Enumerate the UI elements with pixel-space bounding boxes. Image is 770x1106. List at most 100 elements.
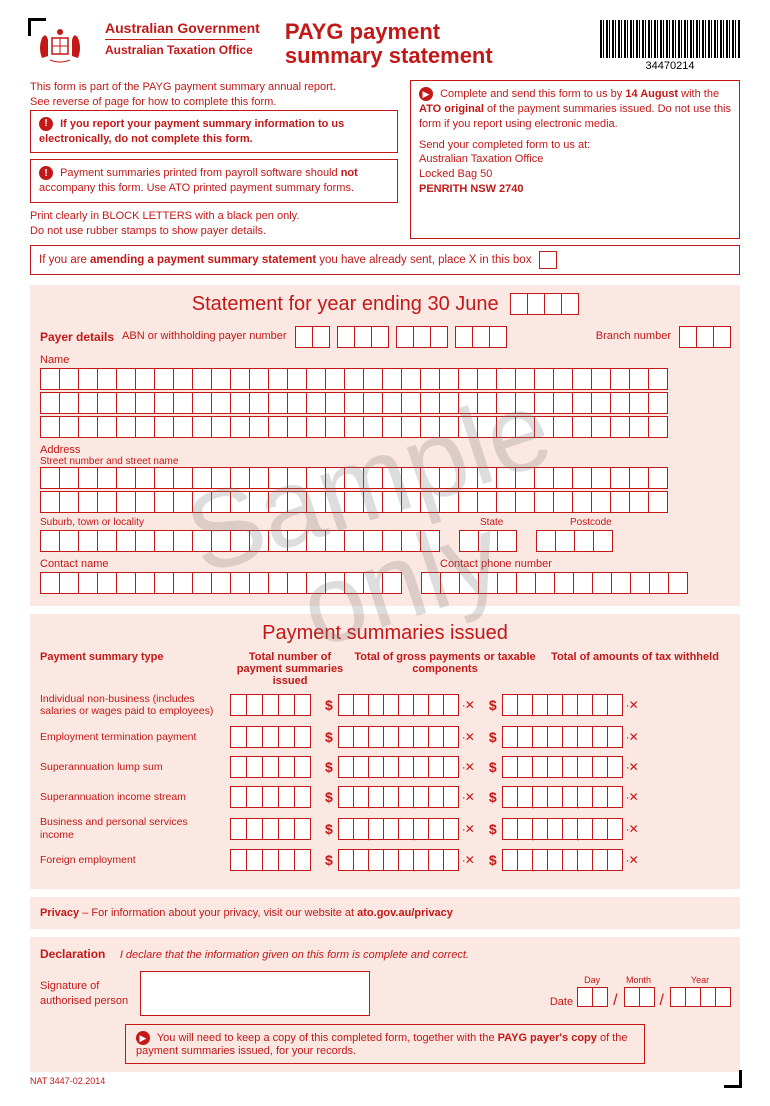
payment-type-label: Superannuation income stream <box>40 791 230 804</box>
tax-input[interactable] <box>502 786 622 808</box>
cents-marker: ·✕ <box>626 698 638 712</box>
abn-input-2[interactable] <box>337 326 388 348</box>
print-instructions: Print clearly in BLOCK LETTERS with a bl… <box>30 209 398 239</box>
print-line-1: Print clearly in BLOCK LETTERS with a bl… <box>30 209 398 224</box>
year-label: Year <box>670 975 730 985</box>
alert-icon: ! <box>39 166 53 180</box>
alert-icon: ! <box>39 117 53 131</box>
tax-input[interactable] <box>502 756 622 778</box>
year-input[interactable] <box>510 293 578 315</box>
signature-input[interactable] <box>140 971 370 1016</box>
form-title: PAYG payment summary statement <box>285 20 493 68</box>
payment-type-label: Employment termination payment <box>40 731 230 744</box>
name-input[interactable] <box>40 368 730 438</box>
gross-input[interactable] <box>338 756 458 778</box>
abn-input-4[interactable] <box>455 326 506 348</box>
gross-input[interactable] <box>338 786 458 808</box>
payment-type-label: Individual non-business (includes salari… <box>40 693 230 718</box>
dollar-sign: $ <box>489 729 497 745</box>
postcode-input[interactable] <box>536 530 612 552</box>
dollar-sign: $ <box>325 759 333 775</box>
address-line-1: Australian Taxation Office <box>419 152 731 167</box>
branch-input[interactable] <box>679 326 730 348</box>
declaration-section: Declaration I declare that the informati… <box>30 937 740 1072</box>
count-input[interactable] <box>230 849 310 871</box>
col-tax: Total of amounts of tax withheld <box>540 651 730 687</box>
gross-input[interactable] <box>338 818 458 840</box>
tax-input[interactable] <box>502 849 622 871</box>
contact-row[interactable] <box>40 572 730 594</box>
month-input[interactable] <box>624 987 654 1007</box>
right-column: ▶ Complete and send this form to us by 1… <box>410 80 740 239</box>
print-line-2: Do not use rubber stamps to show payer d… <box>30 224 398 239</box>
title-line-2: summary statement <box>285 44 493 68</box>
dollar-sign: $ <box>489 821 497 837</box>
dollar-sign: $ <box>489 852 497 868</box>
count-input[interactable] <box>230 818 310 840</box>
barcode: 34470214 <box>600 20 740 72</box>
gov-name: Australian Government <box>105 20 260 36</box>
street-input[interactable] <box>40 467 730 513</box>
intro-text: This form is part of the PAYG payment su… <box>30 80 398 110</box>
address-label: Address <box>40 444 730 456</box>
payment-type-label: Business and personal services income <box>40 816 230 841</box>
suburb-labels: Suburb, town or locality State Postcode <box>40 517 730 528</box>
day-label: Day <box>577 975 607 985</box>
send-date: 14 August <box>625 88 678 100</box>
gross-input[interactable] <box>338 726 458 748</box>
abn-row: Payer details ABN or withholding payer n… <box>40 326 730 348</box>
ato-name: Australian Taxation Office <box>105 43 260 57</box>
state-input[interactable] <box>459 530 516 552</box>
send-text-a: Complete and send this form to us by <box>440 88 625 100</box>
electronic-warning-box: ! If you report your payment summary inf… <box>30 110 398 154</box>
abn-input-3[interactable] <box>396 326 447 348</box>
government-text: Australian Government Australian Taxatio… <box>105 20 260 57</box>
cents-marker: ·✕ <box>462 853 474 867</box>
payment-row: Employment termination payment$·✕$·✕ <box>40 726 730 748</box>
street-label: Street number and street name <box>40 456 730 467</box>
amend-text-1: If you are <box>39 254 87 266</box>
tax-input[interactable] <box>502 694 622 716</box>
cents-marker: ·✕ <box>462 760 474 774</box>
privacy-text: Privacy – For information about your pri… <box>40 903 730 923</box>
address-line-2: Locked Bag 50 <box>419 167 731 182</box>
count-input[interactable] <box>230 786 310 808</box>
dollar-sign: $ <box>325 697 333 713</box>
abn-input[interactable] <box>295 326 329 348</box>
col-gross: Total of gross payments or taxable compo… <box>350 651 540 687</box>
gross-input[interactable] <box>338 849 458 871</box>
payroll-text-b: not <box>341 167 358 179</box>
dollar-sign: $ <box>325 821 333 837</box>
payments-header: Payment summary type Total number of pay… <box>40 651 730 687</box>
count-input[interactable] <box>230 694 310 716</box>
divider <box>105 39 245 40</box>
dollar-sign: $ <box>489 759 497 775</box>
date-sep: / <box>660 992 664 1010</box>
barcode-bars <box>600 20 740 58</box>
electronic-warning-text: If you report your payment summary infor… <box>39 118 344 145</box>
tax-input[interactable] <box>502 818 622 840</box>
privacy-body: – For information about your privacy, vi… <box>79 907 357 919</box>
footer-text-1: You will need to keep a copy of this com… <box>157 1032 498 1044</box>
amend-text-2: amending a payment summary statement <box>90 254 316 266</box>
crop-mark-br <box>724 1070 742 1088</box>
date-label: Date <box>550 995 573 1010</box>
dollar-sign: $ <box>325 852 333 868</box>
year-input[interactable] <box>670 987 730 1007</box>
payment-type-label: Superannuation lump sum <box>40 761 230 774</box>
date-group: Date Day / Month / Year <box>550 975 730 1012</box>
count-input[interactable] <box>230 756 310 778</box>
count-input[interactable] <box>230 726 310 748</box>
cents-marker: ·✕ <box>626 822 638 836</box>
day-input[interactable] <box>577 987 607 1007</box>
amendment-checkbox[interactable] <box>539 251 557 269</box>
branch-label: Branch number <box>596 329 671 344</box>
gross-input[interactable] <box>338 694 458 716</box>
cents-marker: ·✕ <box>626 760 638 774</box>
arrow-icon: ▶ <box>136 1031 150 1045</box>
payment-row: Business and personal services income $ ·✕… <box>40 816 730 841</box>
month-label: Month <box>624 975 654 985</box>
amend-text-3: you have already sent, place X in this b… <box>319 254 531 266</box>
tax-input[interactable] <box>502 726 622 748</box>
suburb-state-postcode-row[interactable] <box>40 530 730 552</box>
